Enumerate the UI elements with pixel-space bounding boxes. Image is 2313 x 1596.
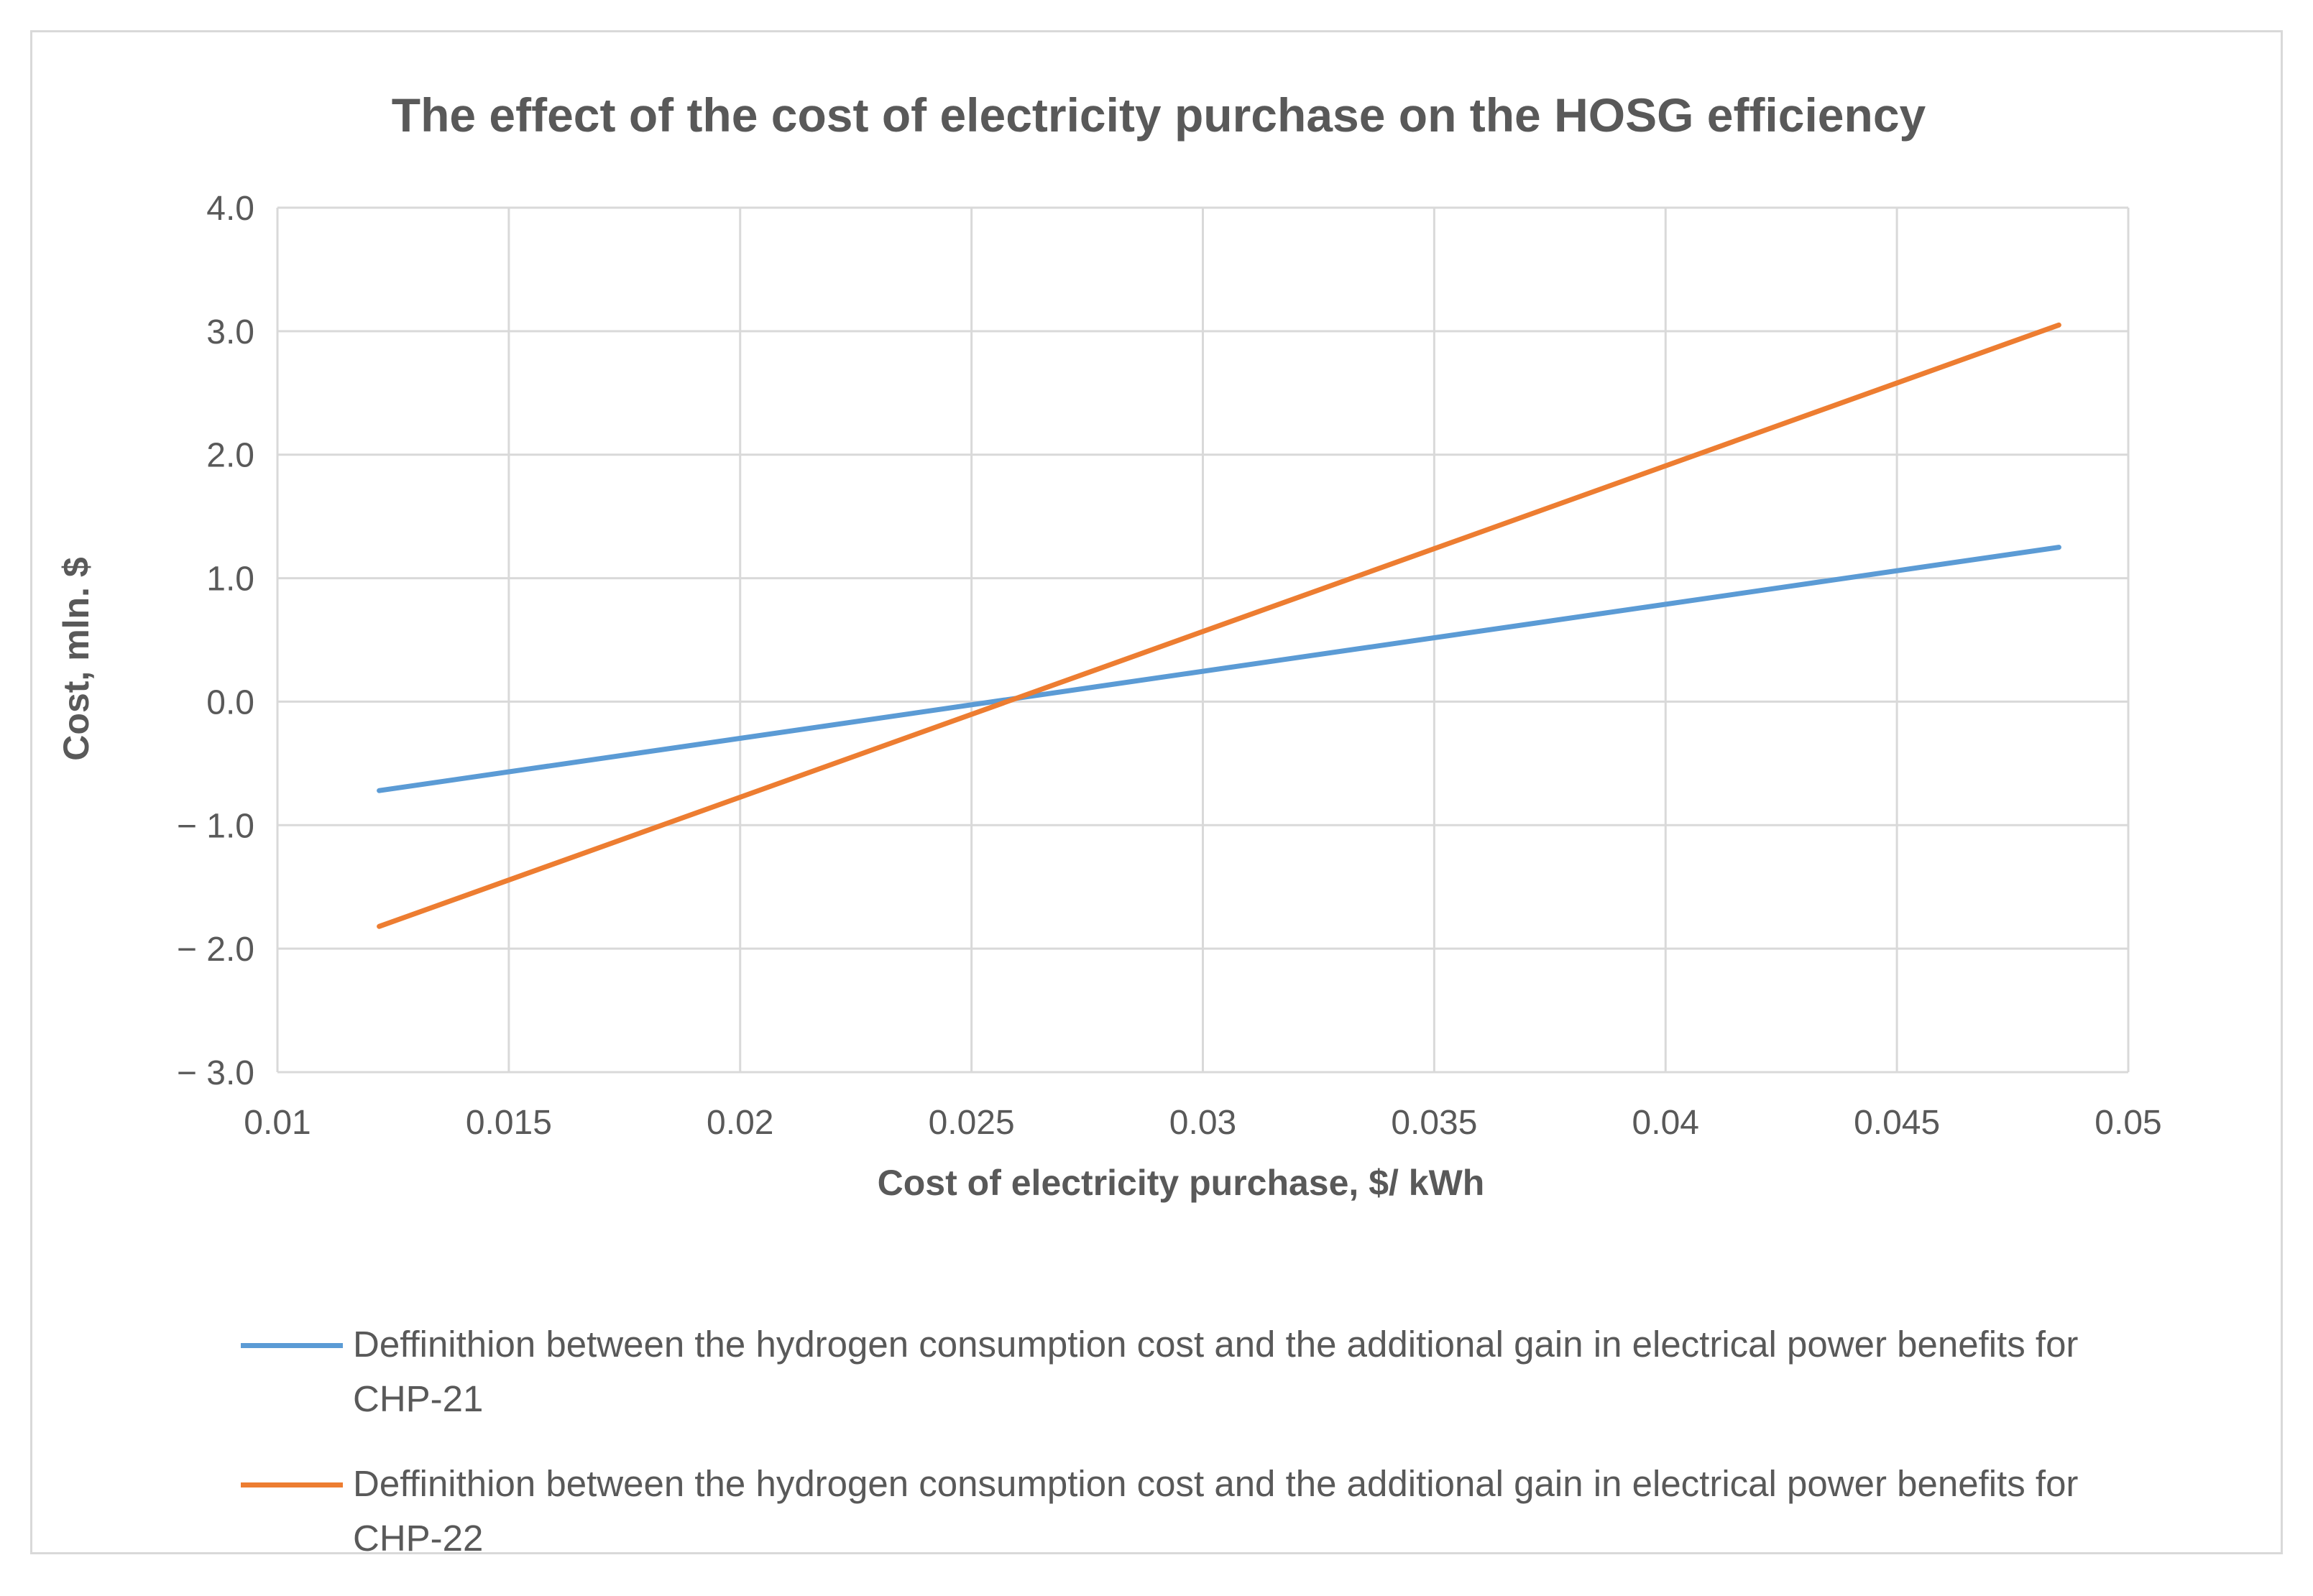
y-tick-label: 3.0 bbox=[206, 313, 254, 351]
x-tick-label: 0.04 bbox=[1632, 1104, 1699, 1142]
line-chart: 4.0 3.0 2.0 1.0 0.0 − 1.0 − 2.0 − 3.0 0.01 0.015 0… bbox=[56, 88, 2162, 1203]
chart-frame: 4.0 3.0 2.0 1.0 0.0 − 1.0 − 2.0 − 3.0 0.01 0.015 0… bbox=[30, 30, 2283, 1559]
gridlines bbox=[276, 206, 2130, 1074]
x-tick-label: 0.015 bbox=[466, 1104, 552, 1142]
y-tick-label: 4.0 bbox=[206, 190, 254, 228]
x-tick-label: 0.01 bbox=[244, 1104, 311, 1142]
y-tick-label: − 3.0 bbox=[177, 1054, 254, 1092]
y-tick-label: 2.0 bbox=[206, 437, 254, 475]
legend-label-chp-21: Deffinithion between the hydrogen consum… bbox=[353, 1324, 2079, 1419]
x-tick-label: 0.035 bbox=[1391, 1104, 1477, 1142]
series-line-1 bbox=[377, 545, 2061, 793]
x-tick-label: 0.045 bbox=[1854, 1104, 1940, 1142]
y-tick-label: 0.0 bbox=[206, 683, 254, 721]
x-tick-label: 0.03 bbox=[1169, 1104, 1236, 1142]
legend-item-chp-21: Deffinithion between the hydrogen consum… bbox=[241, 1317, 2110, 1426]
chart-title: The effect of the cost of electricity pu… bbox=[392, 88, 1926, 142]
legend-label-chp-22: Deffinithion between the hydrogen consum… bbox=[353, 1463, 2079, 1559]
legend-item-chp-22: Deffinithion between the hydrogen consum… bbox=[241, 1457, 2110, 1566]
chart-legend: Deffinithion between the hydrogen consum… bbox=[241, 1317, 2110, 1596]
y-tick-label: − 1.0 bbox=[177, 807, 254, 845]
y-tick-label: 1.0 bbox=[206, 561, 254, 599]
legend-swatch-chp-22 bbox=[241, 1482, 343, 1487]
x-tick-label: 0.025 bbox=[929, 1104, 1015, 1142]
series-line-2 bbox=[377, 322, 2061, 929]
y-axis-title: Cost, mln. $ bbox=[56, 557, 96, 761]
y-tick-label: − 2.0 bbox=[177, 931, 254, 969]
x-tick-label: 0.05 bbox=[2094, 1104, 2161, 1142]
series-lines bbox=[377, 322, 2061, 929]
x-tick-label: 0.02 bbox=[707, 1104, 773, 1142]
legend-swatch-chp-21 bbox=[241, 1343, 343, 1348]
tick-labels: 4.0 3.0 2.0 1.0 0.0 − 1.0 − 2.0 − 3.0 0.01 0.015 0… bbox=[177, 190, 2162, 1142]
x-axis-title: Cost of electricity purchase, $/ kWh bbox=[878, 1163, 1485, 1203]
